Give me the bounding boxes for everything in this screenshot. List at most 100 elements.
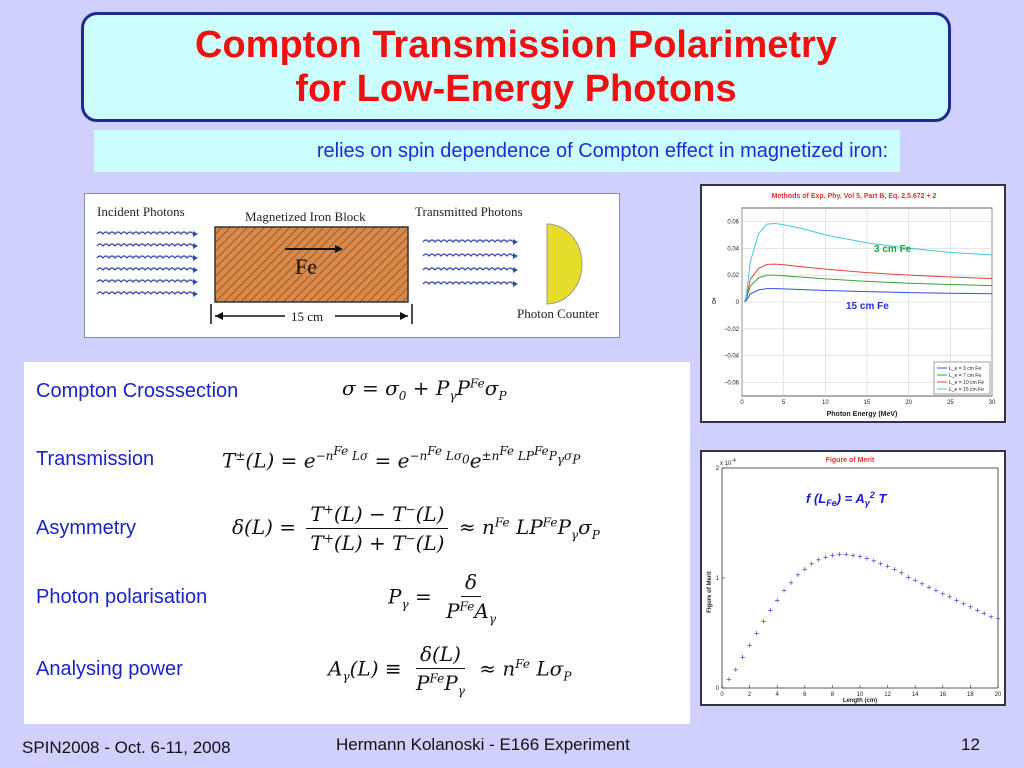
formula-asymmetry: δ(L) = T+(L) − T−(L) T+(L) + T−(L) ≈ nFe … <box>232 502 600 555</box>
plot2-point: + <box>857 553 863 561</box>
plot2-point: + <box>816 556 822 564</box>
plot2-xtick: 2 <box>748 692 752 698</box>
transmitted-photons-label: Transmitted Photons <box>415 204 523 219</box>
plot2-point: + <box>809 560 815 568</box>
incident-photons-label: Incident Photons <box>97 204 185 219</box>
label-compton-crosssection: Compton Crosssection <box>36 380 239 402</box>
plot1-xlabel: Photon Energy (MeV) <box>827 411 898 418</box>
plot2-point: + <box>802 566 808 574</box>
formula-polarisation: Pγ = δ PFeAγ <box>388 570 496 626</box>
plot1-title: Methods of Exp. Phy. Vol 5, Part B, Eq. … <box>772 193 937 200</box>
plot2-point: + <box>981 610 987 618</box>
plot1-annot-bottom: 15 cm Fe <box>846 301 889 312</box>
plot1-ytick: 0.04 <box>727 246 739 252</box>
plot2-point: + <box>988 613 994 621</box>
formula-analysing-power: Aγ(L) ≡ δ(L) PFePγ ≈ nFe LσP <box>328 642 572 698</box>
plot2-point: + <box>954 597 960 605</box>
plot2-point: + <box>898 569 904 577</box>
footer-conference: SPIN2008 - Oct. 6-11, 2008 <box>22 738 231 757</box>
plot2-point: + <box>747 642 753 650</box>
plot2-ylabel: Figure of Merit <box>707 571 713 613</box>
plot2-point: + <box>754 630 760 638</box>
plot2-point: + <box>995 615 1001 623</box>
label-asymmetry: Asymmetry <box>36 517 136 539</box>
plot2-point: + <box>843 550 849 558</box>
plot1-xtick: 10 <box>822 400 829 406</box>
plot2-point: + <box>940 590 946 598</box>
plot2-point: + <box>871 557 877 565</box>
asymmetry-plot: Methods of Exp. Phy. Vol 5, Part B, Eq. … <box>700 184 1006 423</box>
plot1-legend-entry: L_e = 3 cm Fe <box>949 366 981 372</box>
plot2-point: + <box>726 676 732 684</box>
page-number: 12 <box>961 735 980 754</box>
plot2-point: + <box>905 573 911 581</box>
iron-block-label: Magnetized Iron Block <box>245 209 366 224</box>
plot1-ytick: 0 <box>736 300 740 306</box>
plot1-series-line <box>744 263 993 303</box>
plot2-xtick: 8 <box>831 692 835 698</box>
plot1-legend-entry: L_e = 7 cm Fe <box>949 373 981 379</box>
plot1-xtick: 25 <box>947 400 954 406</box>
plot2-point: + <box>836 550 842 558</box>
plot2-point: + <box>912 577 918 585</box>
plot2-point: + <box>926 583 932 591</box>
plot2-point: + <box>774 597 780 605</box>
plot2-xtick: 4 <box>776 692 780 698</box>
plot1-ytick: −0.06 <box>724 381 740 387</box>
plot2-point: + <box>767 606 773 614</box>
label-photon-polarisation: Photon polarisation <box>36 586 208 608</box>
title-line-1: Compton Transmission Polarimetry <box>195 24 837 66</box>
plot2-annot: f (LFe) = Aγ2 T <box>806 490 887 508</box>
figure-of-merit-plot: Figure of Merit Length (cm) Figure of Me… <box>700 450 1006 706</box>
plot2-ytick: 0 <box>716 686 720 692</box>
fe-label: Fe <box>295 254 317 279</box>
formula-transmission: T±(L) = e−nFe Lσ = e−nFe Lσ0e±nFe LPFePγ… <box>222 444 581 473</box>
plot1-legend-entry: L_e = 10 cm Fe <box>949 380 984 386</box>
plot2-point: + <box>933 587 939 595</box>
label-transmission: Transmission <box>36 448 155 470</box>
plot2-point: + <box>878 560 884 568</box>
incident-waves <box>96 231 198 297</box>
plot2-xtick: 0 <box>720 692 724 698</box>
plot2-xtick: 6 <box>803 692 807 698</box>
plot2-point: + <box>829 551 835 559</box>
plot2-point: + <box>974 606 980 614</box>
plot2-xlabel: Length (cm) <box>843 698 877 704</box>
plot1-series-line <box>744 222 993 303</box>
title-box: Compton Transmission Polarimetry for Low… <box>81 12 951 122</box>
plot1-ytick: 0.02 <box>727 273 739 279</box>
plot1-annot-top: 3 cm Fe <box>874 244 912 255</box>
subtitle: relies on spin dependence of Compton eff… <box>94 130 900 172</box>
plot2-ytick: 1 <box>716 576 720 582</box>
plot2-xtick: 20 <box>995 692 1002 698</box>
plot2-point: + <box>885 562 891 570</box>
plot2-point: + <box>967 603 973 611</box>
plot1-ylabel: δ <box>712 297 717 306</box>
plot1-ytick: −0.04 <box>724 354 740 360</box>
plot1-series-line <box>744 274 993 303</box>
plot2-point: + <box>733 666 739 674</box>
plot2-point: + <box>864 555 870 563</box>
photon-counter-label: Photon Counter <box>517 306 600 321</box>
plot2-exp: x 10-4 <box>720 458 736 467</box>
plot1-xtick: 15 <box>864 400 871 406</box>
experiment-diagram: Incident Photons Magnetized Iron Block T… <box>84 193 620 338</box>
plot2-xtick: 12 <box>884 692 891 698</box>
label-analysing-power: Analysing power <box>36 658 183 680</box>
plot2-ytick: 2 <box>716 466 720 472</box>
plot1-ytick: 0.06 <box>727 219 739 225</box>
plot1-xtick: 30 <box>989 400 996 406</box>
plot2-point: + <box>781 587 787 595</box>
plot1-xtick: 0 <box>740 400 744 406</box>
plot1-series-line <box>744 288 993 303</box>
length-label: 15 cm <box>291 309 323 324</box>
plot2-xtick: 16 <box>939 692 946 698</box>
plot2-point: + <box>961 600 967 608</box>
footer-author: Hermann Kolanoski - E166 Experiment <box>336 735 630 754</box>
plot2-point: + <box>760 617 766 625</box>
plot2-point: + <box>795 571 801 579</box>
plot1-xtick: 20 <box>905 400 912 406</box>
transmitted-waves <box>422 239 518 287</box>
formula-cross-section: σ = σ0 + PγPFeσP <box>342 376 507 403</box>
plot1-xtick: 5 <box>782 400 786 406</box>
